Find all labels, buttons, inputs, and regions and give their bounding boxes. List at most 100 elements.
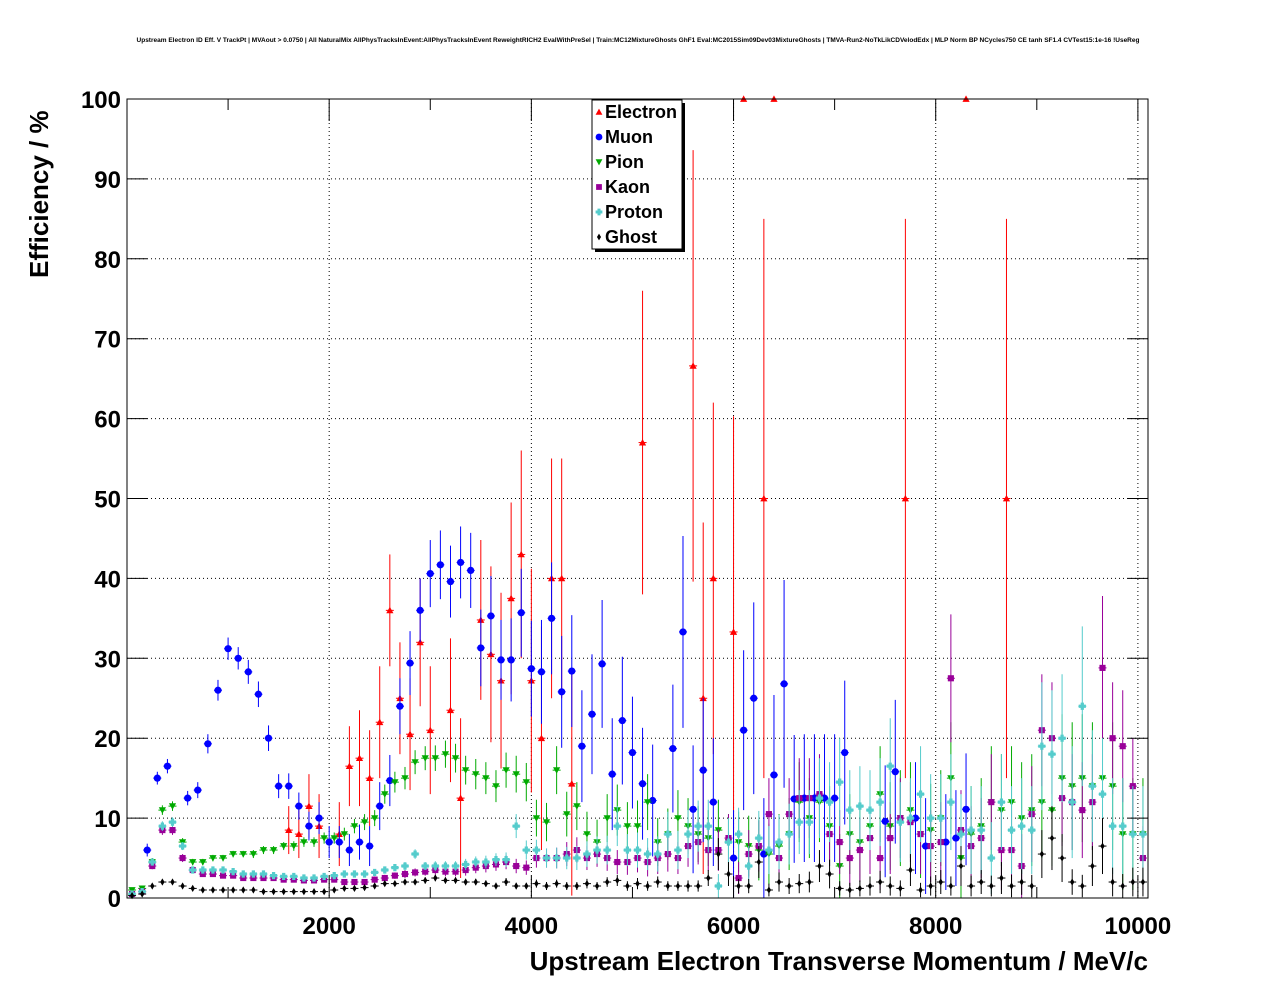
ghost-point: [776, 878, 782, 886]
y-tick-label: 80: [94, 247, 121, 274]
ghost-point: [625, 882, 630, 890]
pion-point: [280, 843, 288, 850]
legend-marker-proton: [595, 208, 603, 216]
proton-point: [1129, 830, 1137, 838]
ghost-point: [918, 886, 923, 894]
electron-point: [386, 606, 394, 614]
proton-point: [987, 854, 995, 862]
proton-point: [199, 866, 207, 874]
proton-point: [704, 822, 712, 830]
muon-point: [760, 850, 768, 858]
ghost-point: [332, 886, 337, 894]
muon-point: [922, 842, 930, 850]
proton-point: [1058, 734, 1066, 742]
pion-point: [239, 851, 247, 858]
proton-point: [1068, 798, 1076, 806]
muon-point: [810, 794, 819, 802]
kaon-point: [765, 811, 772, 818]
muon-point: [790, 795, 798, 803]
x-axis-label: Upstream Electron Transverse Momentum / …: [530, 946, 1148, 976]
ghost-point: [898, 884, 903, 893]
legend-label-ghost: Ghost: [605, 227, 657, 247]
ghost-point: [695, 882, 701, 890]
ghost-point: [989, 882, 994, 890]
legend-label-pion: Pion: [605, 152, 644, 172]
proton-point: [148, 858, 156, 866]
proton-point: [360, 870, 369, 878]
pion-point: [563, 811, 571, 818]
muon-point: [477, 644, 485, 652]
muon-point: [911, 814, 920, 822]
muon-point: [396, 702, 404, 710]
proton-point: [937, 814, 945, 822]
pion-point: [158, 807, 166, 814]
proton-point: [603, 846, 611, 854]
pion-point: [168, 803, 177, 810]
proton-point: [947, 798, 955, 806]
ghost-point: [1100, 842, 1105, 850]
ghost-point: [342, 884, 347, 893]
muon-point: [740, 726, 748, 734]
proton-point: [674, 846, 682, 854]
ghost-point: [1130, 878, 1135, 886]
pion-point: [623, 823, 631, 830]
ghost-point: [140, 890, 145, 898]
proton-point: [916, 790, 925, 798]
ghost-point: [807, 878, 812, 886]
muon-point: [366, 842, 374, 850]
muon-point: [497, 656, 505, 664]
proton-point: [249, 870, 257, 878]
ghost-point: [1059, 854, 1065, 862]
proton-point: [896, 818, 904, 826]
ghost-point: [564, 882, 569, 890]
proton-point: [755, 834, 763, 842]
pion-point: [300, 839, 308, 846]
ghost-point: [655, 878, 660, 886]
muon-point: [194, 786, 202, 794]
proton-point: [462, 860, 470, 869]
pion-point: [451, 755, 460, 762]
ghost-point: [827, 870, 832, 878]
legend-marker-kaon: [596, 184, 602, 190]
proton-point: [644, 850, 652, 858]
legend-marker-pion: [595, 159, 603, 166]
proton-point: [846, 806, 854, 814]
ghost-point: [554, 880, 559, 888]
electron-point: [295, 830, 303, 837]
pion-point: [381, 791, 389, 798]
proton-point: [1018, 822, 1026, 830]
electron-point: [305, 802, 313, 809]
ghost-point: [877, 878, 883, 886]
proton-point: [340, 870, 348, 878]
pion-point: [189, 859, 197, 866]
ghost-point: [180, 882, 185, 890]
pion-point: [553, 767, 561, 774]
ghost-point: [200, 886, 205, 894]
kaon-point: [1079, 807, 1086, 814]
muon-point: [618, 717, 626, 725]
kaon-point: [149, 862, 156, 870]
legend-marker-muon: [595, 133, 603, 141]
muon-point: [689, 805, 697, 813]
proton-point: [573, 854, 581, 862]
kaon-point: [240, 874, 247, 882]
proton-point: [1139, 830, 1147, 838]
proton-point: [542, 854, 551, 862]
legend-label-proton: Proton: [605, 202, 663, 222]
ghost-point: [483, 880, 489, 888]
kaon-point: [209, 870, 216, 878]
muon-point: [355, 838, 364, 846]
muon-point: [467, 566, 475, 575]
ghost-point: [170, 878, 175, 886]
proton-point: [330, 872, 338, 880]
legend: Electron Muon Pion Kaon Proton Ghost: [591, 99, 685, 252]
electron-point: [345, 762, 353, 770]
electron-point: [699, 694, 707, 702]
proton-point: [724, 838, 733, 846]
proton-point: [290, 872, 298, 881]
proton-point: [633, 846, 642, 854]
ghost-point: [473, 878, 478, 886]
ghost-point: [706, 874, 711, 882]
ghost-point: [817, 862, 822, 870]
electron-point: [426, 726, 434, 734]
